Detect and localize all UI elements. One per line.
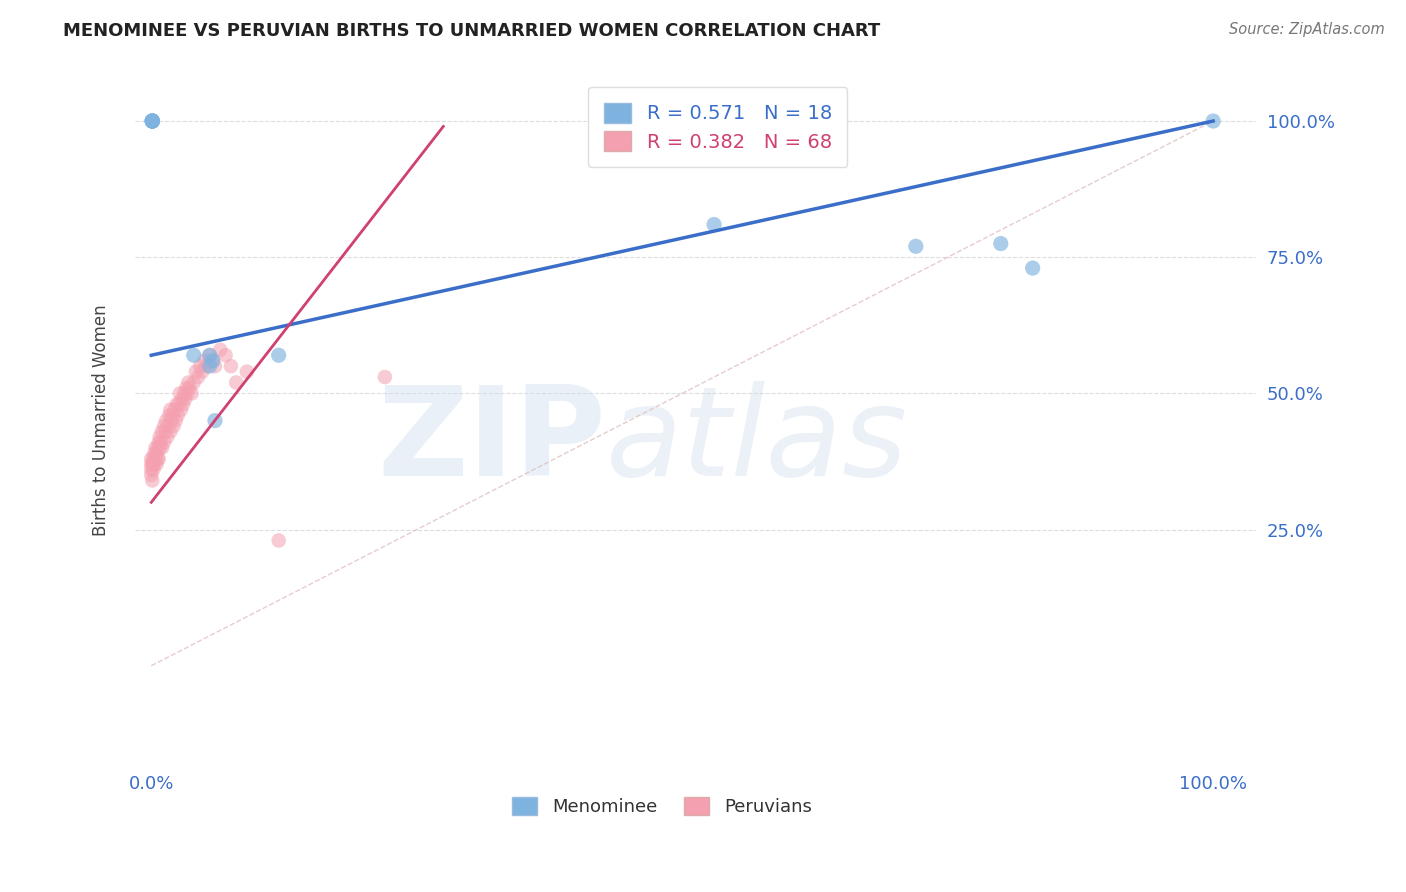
Point bbox=[145, 446, 167, 460]
Point bbox=[183, 348, 205, 362]
Point bbox=[146, 451, 169, 466]
Point bbox=[153, 419, 176, 434]
Point bbox=[142, 451, 165, 466]
Point bbox=[180, 386, 202, 401]
Point bbox=[236, 365, 259, 379]
Point bbox=[156, 430, 179, 444]
Point bbox=[174, 392, 197, 406]
Point bbox=[169, 386, 191, 401]
Point bbox=[153, 425, 176, 439]
Point bbox=[141, 114, 163, 128]
Point bbox=[176, 386, 198, 401]
Point bbox=[141, 463, 163, 477]
Point bbox=[166, 397, 188, 411]
Point bbox=[191, 365, 214, 379]
Point bbox=[166, 408, 188, 422]
Point bbox=[204, 359, 226, 373]
Point bbox=[219, 359, 242, 373]
Point bbox=[141, 451, 163, 466]
Point bbox=[204, 414, 226, 428]
Point bbox=[188, 359, 211, 373]
Point bbox=[143, 446, 166, 460]
Text: ZIP: ZIP bbox=[377, 381, 606, 501]
Point bbox=[187, 370, 209, 384]
Point bbox=[149, 435, 172, 450]
Point bbox=[141, 457, 163, 471]
Point bbox=[990, 236, 1012, 251]
Point bbox=[374, 370, 396, 384]
Point bbox=[904, 239, 927, 253]
Point bbox=[141, 114, 163, 128]
Point bbox=[267, 533, 290, 548]
Point bbox=[150, 441, 173, 455]
Point bbox=[198, 348, 221, 362]
Point bbox=[159, 402, 181, 417]
Point bbox=[163, 402, 186, 417]
Point bbox=[176, 381, 198, 395]
Point bbox=[157, 408, 180, 422]
Point bbox=[214, 348, 236, 362]
Point bbox=[267, 348, 290, 362]
Point bbox=[177, 376, 200, 390]
Point bbox=[162, 408, 184, 422]
Point bbox=[193, 353, 215, 368]
Text: MENOMINEE VS PERUVIAN BIRTHS TO UNMARRIED WOMEN CORRELATION CHART: MENOMINEE VS PERUVIAN BIRTHS TO UNMARRIE… bbox=[63, 22, 880, 40]
Point bbox=[141, 474, 163, 488]
Point bbox=[149, 441, 172, 455]
Point bbox=[142, 463, 165, 477]
Y-axis label: Births to Unmarried Women: Births to Unmarried Women bbox=[93, 305, 110, 536]
Text: atlas: atlas bbox=[606, 381, 908, 501]
Point bbox=[184, 365, 207, 379]
Point bbox=[141, 114, 163, 128]
Point bbox=[141, 468, 163, 483]
Point bbox=[170, 402, 193, 417]
Point bbox=[150, 425, 173, 439]
Point bbox=[141, 457, 163, 471]
Point bbox=[149, 430, 172, 444]
Point bbox=[1202, 114, 1225, 128]
Point bbox=[201, 353, 224, 368]
Point bbox=[172, 397, 194, 411]
Point bbox=[148, 451, 170, 466]
Point bbox=[160, 414, 183, 428]
Point bbox=[225, 376, 247, 390]
Legend: Menominee, Peruvians: Menominee, Peruvians bbox=[505, 789, 818, 823]
Point bbox=[141, 114, 163, 128]
Point bbox=[201, 353, 224, 368]
Point bbox=[146, 441, 169, 455]
Text: Source: ZipAtlas.com: Source: ZipAtlas.com bbox=[1229, 22, 1385, 37]
Point bbox=[170, 392, 193, 406]
Point bbox=[198, 359, 221, 373]
Point bbox=[173, 386, 195, 401]
Point bbox=[198, 348, 221, 362]
Point bbox=[183, 376, 205, 390]
Point bbox=[145, 457, 167, 471]
Point bbox=[157, 419, 180, 434]
Point bbox=[141, 114, 163, 128]
Point bbox=[145, 441, 167, 455]
Point bbox=[195, 359, 218, 373]
Point bbox=[209, 343, 232, 357]
Point bbox=[162, 419, 184, 434]
Point bbox=[159, 425, 181, 439]
Point bbox=[153, 435, 176, 450]
Point bbox=[1021, 261, 1043, 276]
Point bbox=[143, 457, 166, 471]
Point bbox=[145, 451, 167, 466]
Point bbox=[141, 114, 163, 128]
Point bbox=[155, 414, 177, 428]
Point bbox=[141, 114, 163, 128]
Point bbox=[148, 435, 170, 450]
Point bbox=[703, 218, 725, 232]
Point bbox=[167, 397, 190, 411]
Point bbox=[179, 381, 201, 395]
Point bbox=[165, 414, 187, 428]
